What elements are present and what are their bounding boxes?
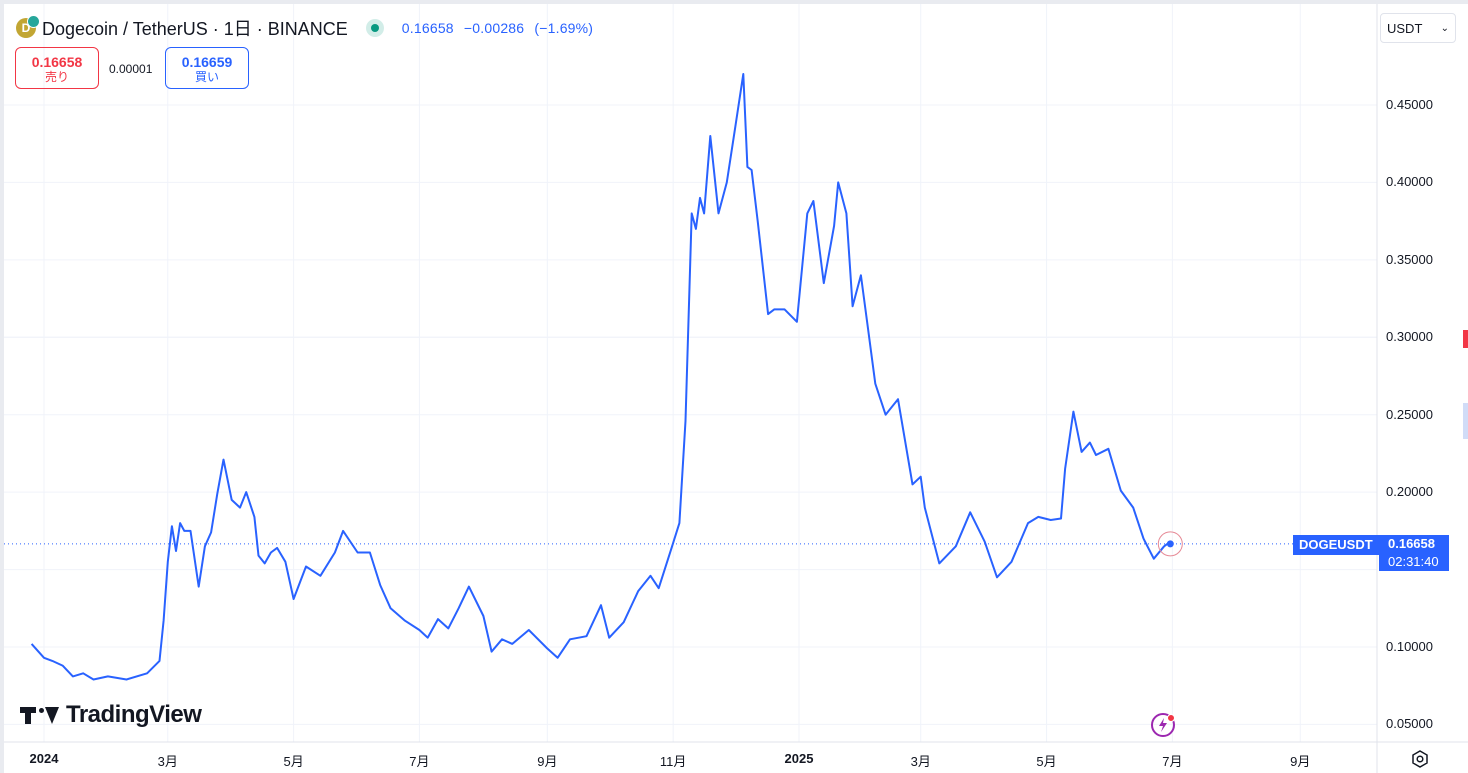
sell-label: 売り (44, 70, 69, 84)
symbol-title[interactable]: Dogecoin / TetherUS · 1日 · BINANCE (42, 19, 348, 39)
price-series-line[interactable] (30, 73, 1171, 681)
last-price-value: 0.16658 (1388, 536, 1435, 551)
market-open-icon[interactable] (365, 19, 384, 37)
dogecoin-icon (16, 15, 40, 38)
time-tick-label: 5月 (1036, 754, 1057, 769)
time-tick-label: 3月 (910, 754, 931, 769)
last-point-marker (1166, 540, 1174, 548)
tether-badge-icon (27, 15, 40, 28)
edge-marker-blue (1463, 403, 1468, 439)
buy-label: 買い (194, 70, 219, 84)
bar-countdown: 02:31:40 (1388, 554, 1439, 569)
price-tick-label: 0.30000 (1386, 329, 1433, 345)
spread-value: 0.00001 (109, 62, 153, 76)
time-tick-label: 2025 (784, 751, 814, 766)
edge-marker-red (1463, 330, 1468, 348)
chevron-down-icon: ⌄ (1440, 22, 1449, 34)
time-tick-label: 7月 (1162, 754, 1183, 769)
buy-button[interactable]: 0.16659 買い (165, 47, 249, 89)
last-price: 0.16658 (401, 20, 454, 36)
tradingview-logo-icon (20, 705, 60, 725)
grid (4, 4, 1377, 742)
time-tick-label: 2024 (29, 751, 59, 766)
settings-gear-icon[interactable] (1410, 749, 1430, 769)
time-tick-label: 5月 (283, 754, 304, 769)
flash-alert-icon[interactable] (1150, 711, 1178, 739)
last-price-label: 0.16658 02:31:40 (1379, 535, 1449, 571)
price-tick-label: 0.10000 (1386, 639, 1433, 654)
currency-value: USDT (1387, 20, 1423, 36)
quote-summary: 0.16658 −0.00286 (−1.69%) (402, 20, 599, 36)
time-tick-label: 11月 (659, 754, 687, 769)
price-tick-label: 0.25000 (1386, 406, 1433, 422)
sell-button[interactable]: 0.16658 売り (15, 47, 99, 89)
currency-select[interactable]: USDT ⌄ (1380, 13, 1456, 43)
price-tick-label: 0.45000 (1386, 97, 1433, 112)
tradingview-logo-text: TradingView (66, 701, 202, 728)
buy-price: 0.16659 (181, 54, 233, 70)
symbol-header: Dogecoin / TetherUS · 1日 · BINANCE 0.166… (16, 14, 599, 42)
time-tick-label: 9月 (537, 754, 558, 769)
price-tick-label: 0.05000 (1386, 716, 1433, 732)
symbol-price-label: DOGEUSDT (1293, 535, 1379, 555)
time-tick-label: 9月 (1290, 754, 1311, 769)
price-tick-label: 0.20000 (1386, 484, 1433, 500)
price-tick-label: 0.40000 (1386, 174, 1433, 190)
tradingview-logo[interactable]: TradingView (20, 701, 202, 728)
time-tick-label: 3月 (157, 754, 178, 769)
price-change-pct: (−1.69%) (534, 20, 594, 36)
sell-price: 0.16658 (31, 54, 83, 70)
last-point-ring (1157, 531, 1183, 557)
price-tick-label: 0.35000 (1386, 251, 1433, 267)
price-change: −0.00286 (463, 20, 525, 36)
time-tick-label: 7月 (409, 754, 430, 769)
